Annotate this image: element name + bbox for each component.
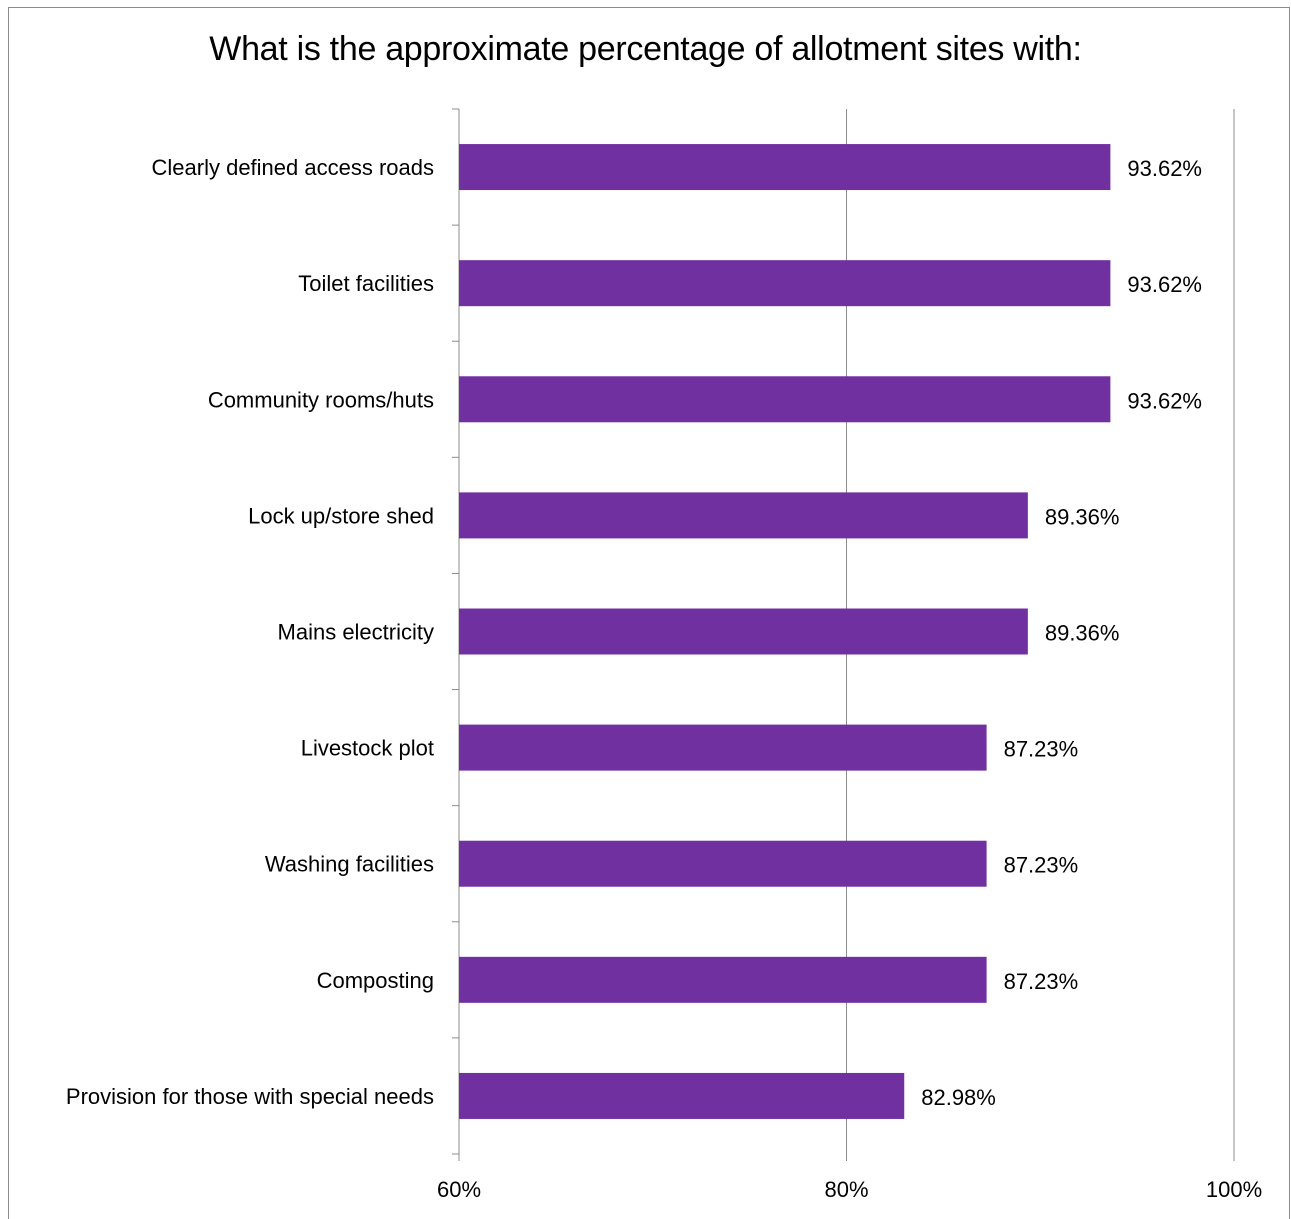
category-label: Livestock plot — [301, 736, 434, 761]
data-label: 87.23% — [1004, 737, 1079, 762]
data-label: 93.62% — [1127, 388, 1202, 413]
x-tick-label: 80% — [824, 1177, 868, 1202]
category-label: Provision for those with special needs — [66, 1084, 434, 1109]
data-label: 82.98% — [921, 1085, 996, 1110]
bar — [459, 376, 1111, 423]
bar — [459, 260, 1111, 307]
bar — [459, 608, 1028, 655]
data-label: 93.62% — [1127, 272, 1202, 297]
bar — [459, 492, 1028, 539]
data-label: 89.36% — [1045, 621, 1120, 646]
bar — [459, 144, 1111, 191]
data-label: 87.23% — [1004, 853, 1079, 878]
bar — [459, 724, 987, 771]
data-label: 89.36% — [1045, 504, 1120, 529]
x-tick-label: 60% — [437, 1177, 481, 1202]
category-label: Clearly defined access roads — [152, 155, 434, 180]
category-label: Washing facilities — [265, 852, 434, 877]
bar — [459, 1072, 905, 1119]
data-label: 87.23% — [1004, 969, 1079, 994]
category-label: Lock up/store shed — [248, 503, 434, 528]
data-label: 93.62% — [1127, 156, 1202, 181]
bar — [459, 956, 987, 1003]
chart-title: What is the approximate percentage of al… — [209, 30, 1082, 68]
bar — [459, 840, 987, 887]
category-label: Toilet facilities — [298, 271, 434, 296]
category-label: Composting — [317, 968, 434, 993]
category-label: Mains electricity — [278, 620, 434, 645]
category-label: Community rooms/huts — [208, 387, 434, 412]
x-tick-label: 100% — [1206, 1177, 1262, 1202]
